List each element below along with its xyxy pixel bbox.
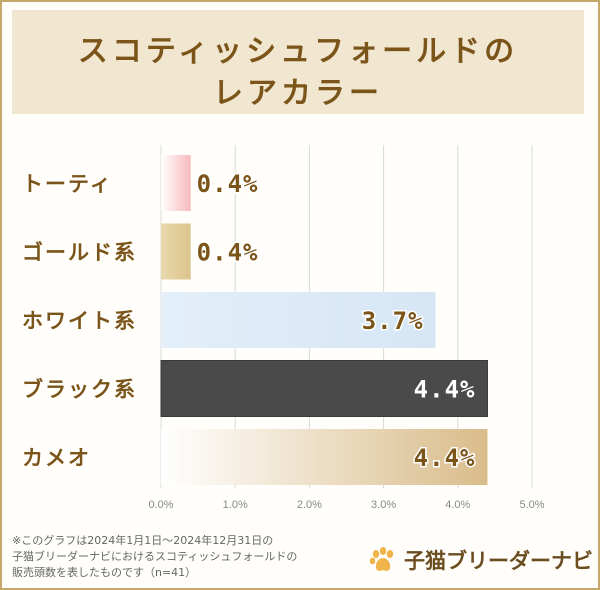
category-label: ホワイト系: [22, 309, 137, 333]
bar: [161, 429, 488, 485]
x-tick-label: 2.0%: [297, 499, 322, 511]
chart-title-line1: スコティッシュフォールドの: [77, 34, 519, 69]
x-tick-label: 3.0%: [371, 499, 396, 511]
title-banner: スコティッシュフォールドの レアカラー: [12, 10, 584, 114]
value-label: 4.4%: [414, 444, 476, 472]
x-tick-label: 4.0%: [445, 499, 470, 511]
category-label: ゴールド系: [22, 241, 137, 265]
chart-title-line2: レアカラー: [213, 76, 383, 111]
brand-logo: 子猫ブリーダーナビ: [368, 543, 593, 577]
footnote-line2: 子猫ブリーダーナビにおけるスコティッシュフォールドの: [12, 550, 298, 563]
bar: [161, 155, 191, 211]
bar-chart: トーティ 0.4% ゴールド系 0.4% ホワイト系 3.7% ブラック系 4.4% カメオ 4.…: [22, 145, 545, 511]
x-tick-label: 5.0%: [519, 499, 544, 511]
x-tick-label: 1.0%: [223, 499, 248, 511]
bar: [161, 292, 436, 348]
value-label: 0.4%: [197, 239, 259, 267]
bar: [161, 223, 191, 280]
x-tick-label: 0.0%: [148, 499, 173, 511]
value-label: 3.7%: [362, 307, 424, 335]
footnote-line1: ※このグラフは2024年1月1日〜2024年12月31日の: [12, 534, 274, 547]
footnote: ※このグラフは2024年1月1日〜2024年12月31日の 子猫ブリーダーナビに…: [12, 533, 352, 581]
category-label: ブラック系: [22, 378, 137, 402]
value-label: 4.4%: [414, 376, 476, 404]
footnote-line3: 販売頭数を表したものです（n=41）: [12, 566, 197, 579]
paw-icon: [369, 547, 394, 571]
bar: [160, 360, 488, 417]
brand-name: 子猫ブリーダーナビ: [404, 549, 593, 573]
value-label: 0.4%: [197, 170, 259, 198]
category-label: カメオ: [22, 446, 91, 470]
category-label: トーティ: [22, 172, 113, 196]
